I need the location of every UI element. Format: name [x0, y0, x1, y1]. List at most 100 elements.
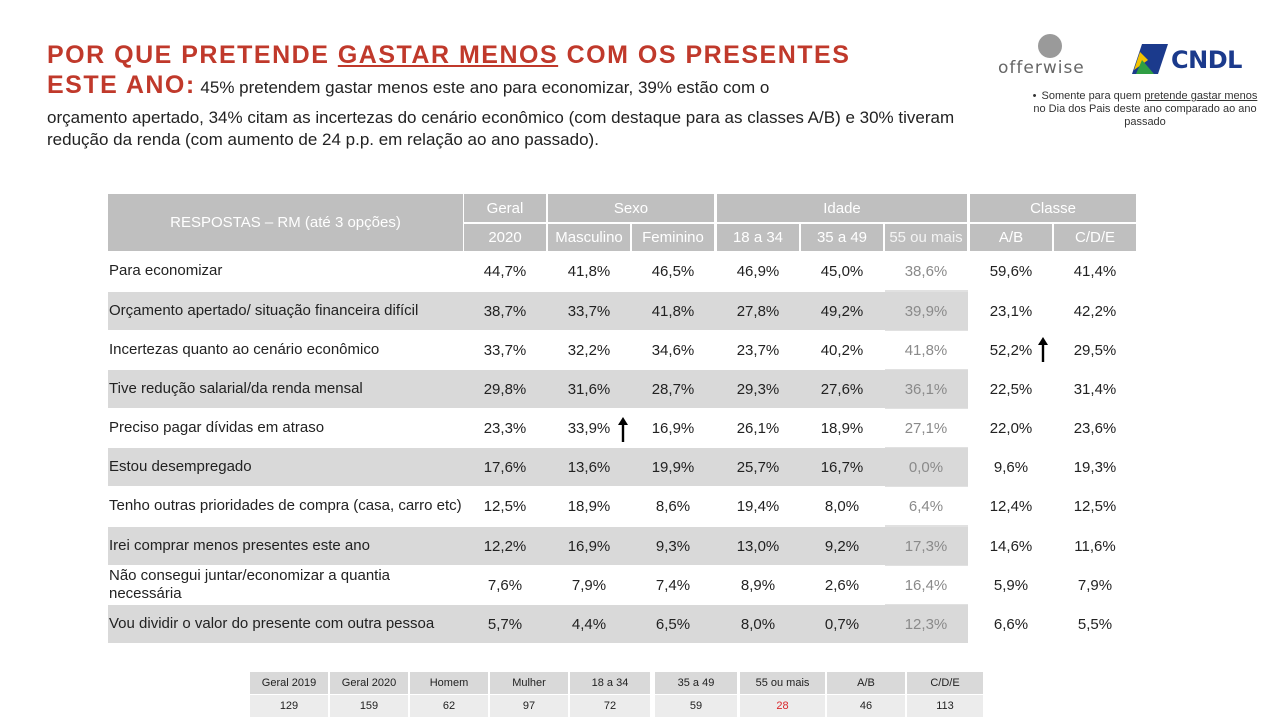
table-cell: 34,6% — [651, 341, 695, 359]
table-cell: 17,6% — [483, 458, 527, 476]
column-header: C/D/E — [1054, 224, 1136, 251]
note-bullet: • — [1032, 90, 1037, 102]
table-cell: 16,4% — [904, 576, 948, 594]
table-cell: 7,9% — [571, 576, 607, 594]
table-cell: 41,4% — [1073, 262, 1117, 280]
table-cell: 22,0% — [989, 419, 1033, 437]
table-cell: 27,6% — [820, 380, 864, 398]
base-header-cell: 18 a 34 — [570, 672, 650, 694]
table-cell: 18,9% — [820, 419, 864, 437]
row-label: Não consegui juntar/economizar a quantia… — [109, 567, 391, 602]
table-cell: 6,6% — [993, 615, 1029, 633]
page-title-line2: ESTE ANO: 45% pretendem gastar menos est… — [47, 70, 1007, 103]
table-cell: 8,0% — [740, 615, 776, 633]
base-value-cell: 159 — [330, 695, 408, 717]
cndl-wordmark: CNDL — [1171, 46, 1242, 74]
table-cell: 23,3% — [483, 419, 527, 437]
group-header-sexo: Sexo — [548, 194, 714, 222]
table-cell: 19,3% — [1073, 458, 1117, 476]
up-arrow-icon — [1038, 337, 1048, 362]
table-cell: 41,8% — [651, 302, 695, 320]
base-value-cell: 97 — [490, 695, 568, 717]
row-label: Tive redução salarial/da renda mensal — [109, 380, 363, 397]
base-header-cell: Mulher — [490, 672, 568, 694]
table-cell: 12,4% — [989, 497, 1033, 515]
column-header: 55 ou mais — [885, 224, 967, 251]
column-header: Feminino — [632, 224, 714, 251]
table-cell: 49,2% — [820, 302, 864, 320]
table-cell: 36,1% — [904, 380, 948, 398]
group-sexo-label: Sexo — [613, 199, 649, 217]
table-cell: 18,9% — [567, 497, 611, 515]
table-cell: 9,2% — [824, 537, 860, 555]
table-cell: 38,7% — [483, 302, 527, 320]
title-part1: POR QUE PRETENDE — [47, 41, 338, 69]
table-cell: 0,7% — [824, 615, 860, 633]
column-header: A/B — [970, 224, 1052, 251]
table-cell: 52,2% — [989, 341, 1033, 359]
table-cell: 44,7% — [483, 262, 527, 280]
base-value-cell: 46 — [827, 695, 905, 717]
table-cell: 16,7% — [820, 458, 864, 476]
column-header: 35 a 49 — [801, 224, 883, 251]
table-cell: 4,4% — [571, 615, 607, 633]
table-cell: 12,3% — [904, 615, 948, 633]
row-label: Tenho outras prioridades de compra (casa… — [109, 497, 462, 514]
table-cell: 12,5% — [483, 497, 527, 515]
column-header: 18 a 34 — [717, 224, 799, 251]
table-cell: 16,9% — [567, 537, 611, 555]
base-header-cell: Homem — [410, 672, 488, 694]
table-cell: 5,7% — [487, 615, 523, 633]
page-title: POR QUE PRETENDE GASTAR MENOS COM OS PRE… — [47, 40, 1007, 70]
table-cell: 11,6% — [1074, 537, 1116, 555]
table-cell: 19,4% — [736, 497, 780, 515]
base-value-cell: 62 — [410, 695, 488, 717]
base-value-cell: 59 — [655, 695, 737, 717]
base-value-cell: 113 — [907, 695, 983, 717]
table-cell: 45,0% — [820, 262, 864, 280]
table-cell: 13,6% — [567, 458, 611, 476]
table-row — [108, 448, 968, 486]
table-cell: 29,3% — [736, 380, 780, 398]
base-header-cell: Geral 2020 — [330, 672, 408, 694]
base-header-cell: C/D/E — [907, 672, 983, 694]
base-header-cell: Geral 2019 — [250, 672, 328, 694]
table-cell: 12,2% — [483, 537, 527, 555]
table-row — [108, 370, 968, 408]
row-label: Para economizar — [109, 262, 223, 279]
table-cell: 23,7% — [736, 341, 780, 359]
table-row — [108, 409, 968, 447]
group-header-geral: Geral — [464, 194, 546, 222]
title-part2: COM OS PRESENTES — [558, 41, 851, 69]
table-cell: 5,5% — [1077, 615, 1113, 633]
table-cell: 8,9% — [740, 576, 776, 594]
table-cell: 41,8% — [904, 341, 948, 359]
table-cell: 23,6% — [1073, 419, 1117, 437]
up-arrow-icon — [618, 417, 628, 442]
table-cell: 9,6% — [993, 458, 1029, 476]
note-pre: Somente para quem — [1041, 90, 1145, 102]
table-row — [108, 331, 968, 369]
table-row — [108, 292, 968, 330]
table-cell: 16,9% — [651, 419, 695, 437]
offerwise-wordmark: offerwise — [998, 58, 1085, 78]
column-header: 2020 — [464, 224, 546, 251]
table-cell: 6,4% — [908, 497, 944, 515]
table-row — [108, 527, 968, 565]
respostas-header: RESPOSTAS – RM (até 3 opções) — [108, 194, 463, 251]
table-cell: 46,5% — [651, 262, 695, 280]
globe-icon — [1038, 34, 1062, 58]
table-cell: 8,0% — [824, 497, 860, 515]
table-cell: 23,1% — [989, 302, 1033, 320]
table-cell: 29,8% — [483, 380, 527, 398]
group-geral-label: Geral — [486, 199, 524, 217]
table-cell: 33,7% — [567, 302, 611, 320]
table-cell: 33,7% — [483, 341, 527, 359]
note-underlined: pretende gastar menos — [1144, 90, 1258, 102]
table-cell: 12,5% — [1073, 497, 1117, 515]
table-cell: 8,6% — [655, 497, 691, 515]
table-cell: 27,8% — [736, 302, 780, 320]
table-cell: 7,6% — [487, 576, 523, 594]
table-cell: 33,9% — [567, 419, 611, 437]
table-cell: 2,6% — [824, 576, 860, 594]
